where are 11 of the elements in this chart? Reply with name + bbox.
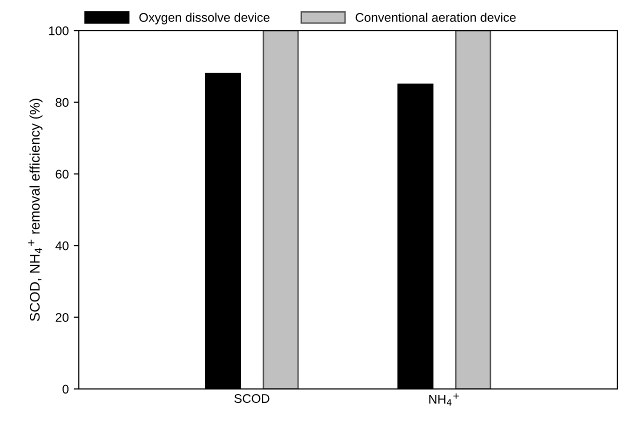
- legend-label: Conventional aeration device: [356, 12, 516, 22]
- y-tick-label: 80: [56, 98, 69, 107]
- y-axis-title: SCOD, NH$_{4}$$^{+}$ removal efficiency (%): [28, 98, 42, 322]
- x-tick-label: NH$_{4}$$^{+}$: [429, 393, 459, 406]
- y-tick-label: 20: [56, 313, 69, 322]
- y-tick-label: 60: [56, 170, 69, 179]
- y-tick-label: 0: [62, 384, 69, 394]
- x-tick-label: SCOD: [234, 394, 270, 403]
- legend-label: Oxygen dissolve device: [139, 12, 270, 24]
- y-tick-label: 40: [55, 241, 69, 250]
- y-tick-label: 100: [49, 26, 69, 36]
